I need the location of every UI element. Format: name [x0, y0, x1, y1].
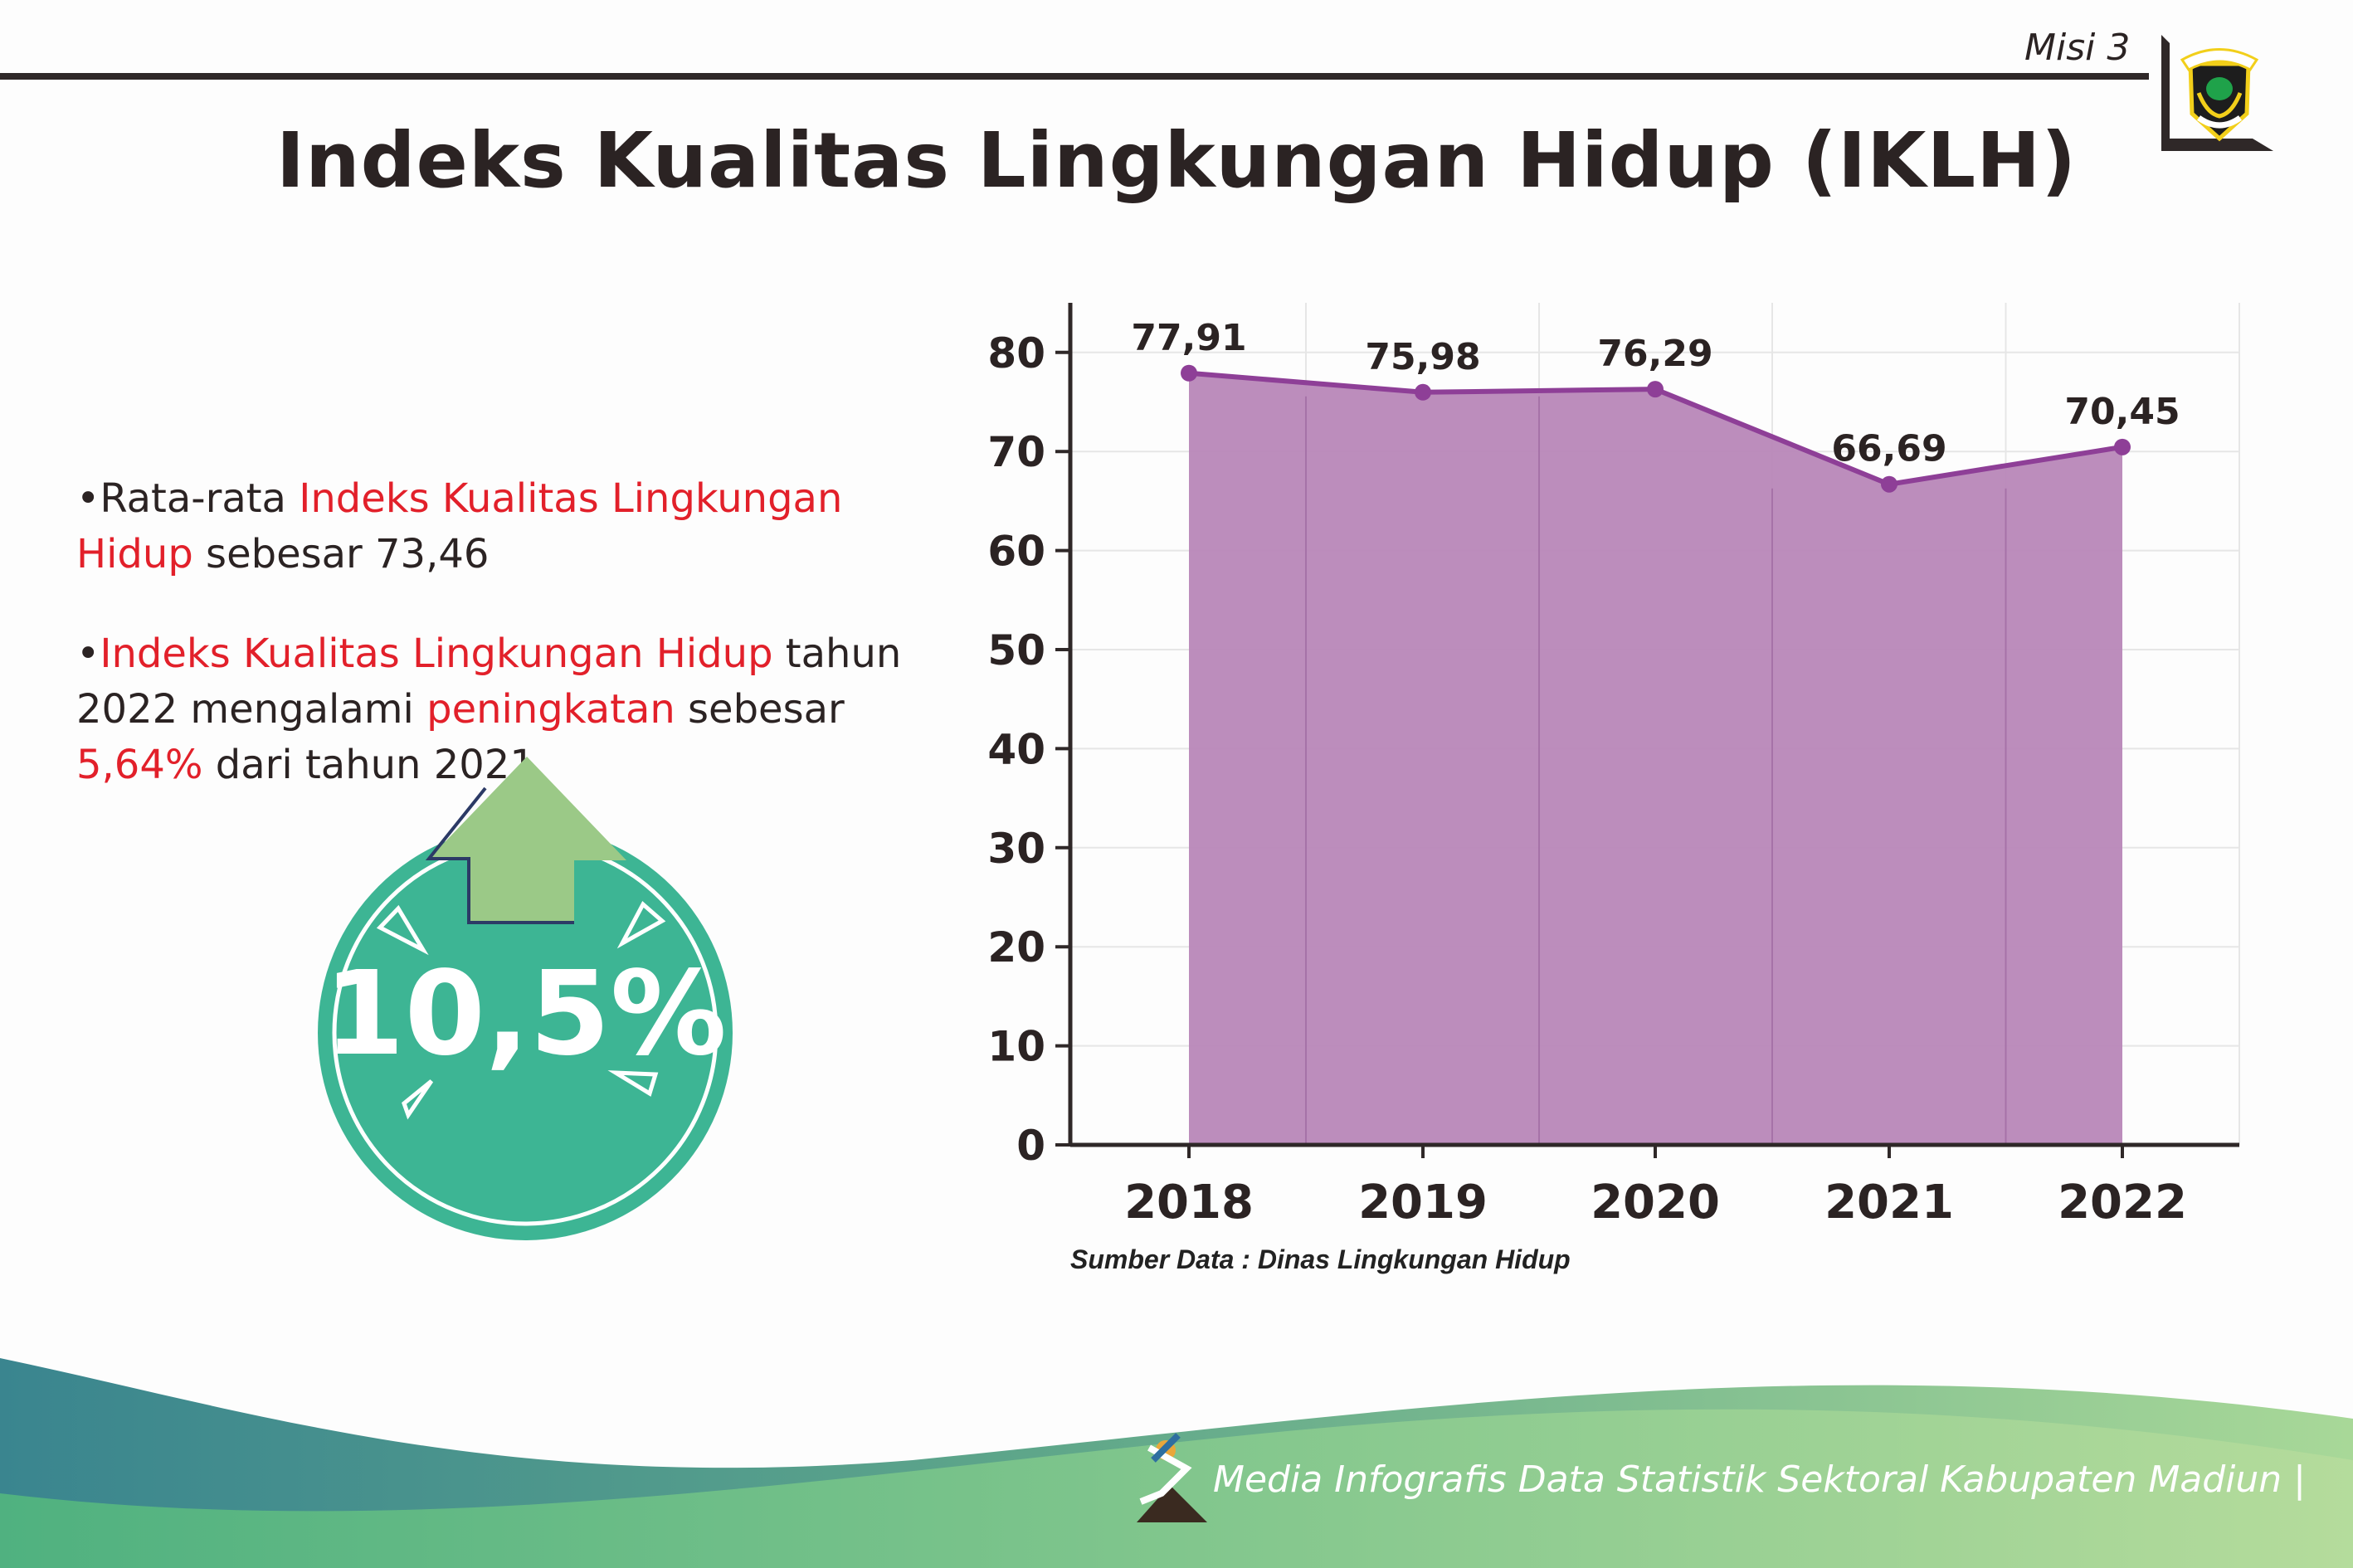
bullet-average: •Rata-rata Indeks Kualitas Lingkungan Hi… [76, 475, 843, 577]
growth-badge: 10,5% [318, 757, 733, 1240]
y-tick-label: 70 [987, 428, 1045, 476]
up-arrow-icon [429, 757, 626, 923]
sparkle-triangles-icon [376, 901, 666, 1120]
y-tick-label: 0 [1016, 1122, 1045, 1170]
bullet-text: sebesar [675, 686, 845, 733]
data-label: 76,29 [1597, 333, 1712, 375]
data-point [1881, 475, 1898, 493]
header-rule [0, 73, 2149, 80]
mission-label: Misi 3 [2024, 27, 2131, 69]
data-point [1181, 364, 1197, 382]
x-tick-label: 2018 [1124, 1176, 1254, 1230]
page-title: Indeks Kualitas Lingkungan Hidup (IKLH) [275, 116, 2078, 205]
data-point [1647, 381, 1664, 398]
badge-value: 10,5% [324, 947, 727, 1082]
y-tick-label: 10 [987, 1023, 1045, 1071]
data-source: Sumber Data : Dinas Lingkungan Hidup [1070, 1244, 1571, 1274]
y-tick-label: 80 [987, 329, 1045, 377]
bullet-text: Rata-rata [100, 475, 300, 522]
bullet-increase: •Indeks Kualitas Lingkungan Hidup tahun … [76, 631, 902, 788]
y-tick-label: 60 [987, 528, 1045, 576]
bullet-highlight: 5,64% [76, 742, 203, 788]
data-point [2114, 438, 2131, 455]
x-tick-label: 2020 [1591, 1176, 1720, 1230]
data-label: 75,98 [1365, 336, 1480, 378]
y-tick-label: 40 [987, 725, 1045, 773]
bullet-text: tahun 2022 mengalami [76, 631, 902, 733]
bullet-text: dari tahun 2021 [202, 742, 535, 788]
y-tick-label: 20 [987, 923, 1045, 971]
bullet-highlight: Indeks Kualitas Lingkungan Hidup [76, 475, 843, 577]
footer-logo-icon [1137, 1433, 1207, 1522]
bullet-text: sebesar 73,46 [192, 531, 490, 577]
x-tick-label: 2021 [1824, 1176, 1954, 1230]
data-label: 66,69 [1831, 428, 1946, 470]
bullet-highlight: Indeks Kualitas Lingkungan Hidup [100, 631, 773, 677]
data-label: 77,91 [1131, 317, 1246, 359]
y-tick-label: 30 [987, 825, 1045, 873]
data-point [1415, 383, 1431, 401]
kabupaten-madiun-logo [2161, 35, 2273, 151]
x-tick-label: 2022 [2058, 1176, 2187, 1230]
y-tick-label: 50 [987, 626, 1045, 674]
footer-caption: Media Infografis Data Statistik Sektoral… [1213, 1458, 2306, 1501]
data-label: 70,45 [2064, 391, 2180, 433]
area-fill [1189, 373, 2122, 1145]
x-tick-label: 2019 [1358, 1176, 1488, 1230]
bullet-highlight: peningkatan [426, 686, 675, 733]
